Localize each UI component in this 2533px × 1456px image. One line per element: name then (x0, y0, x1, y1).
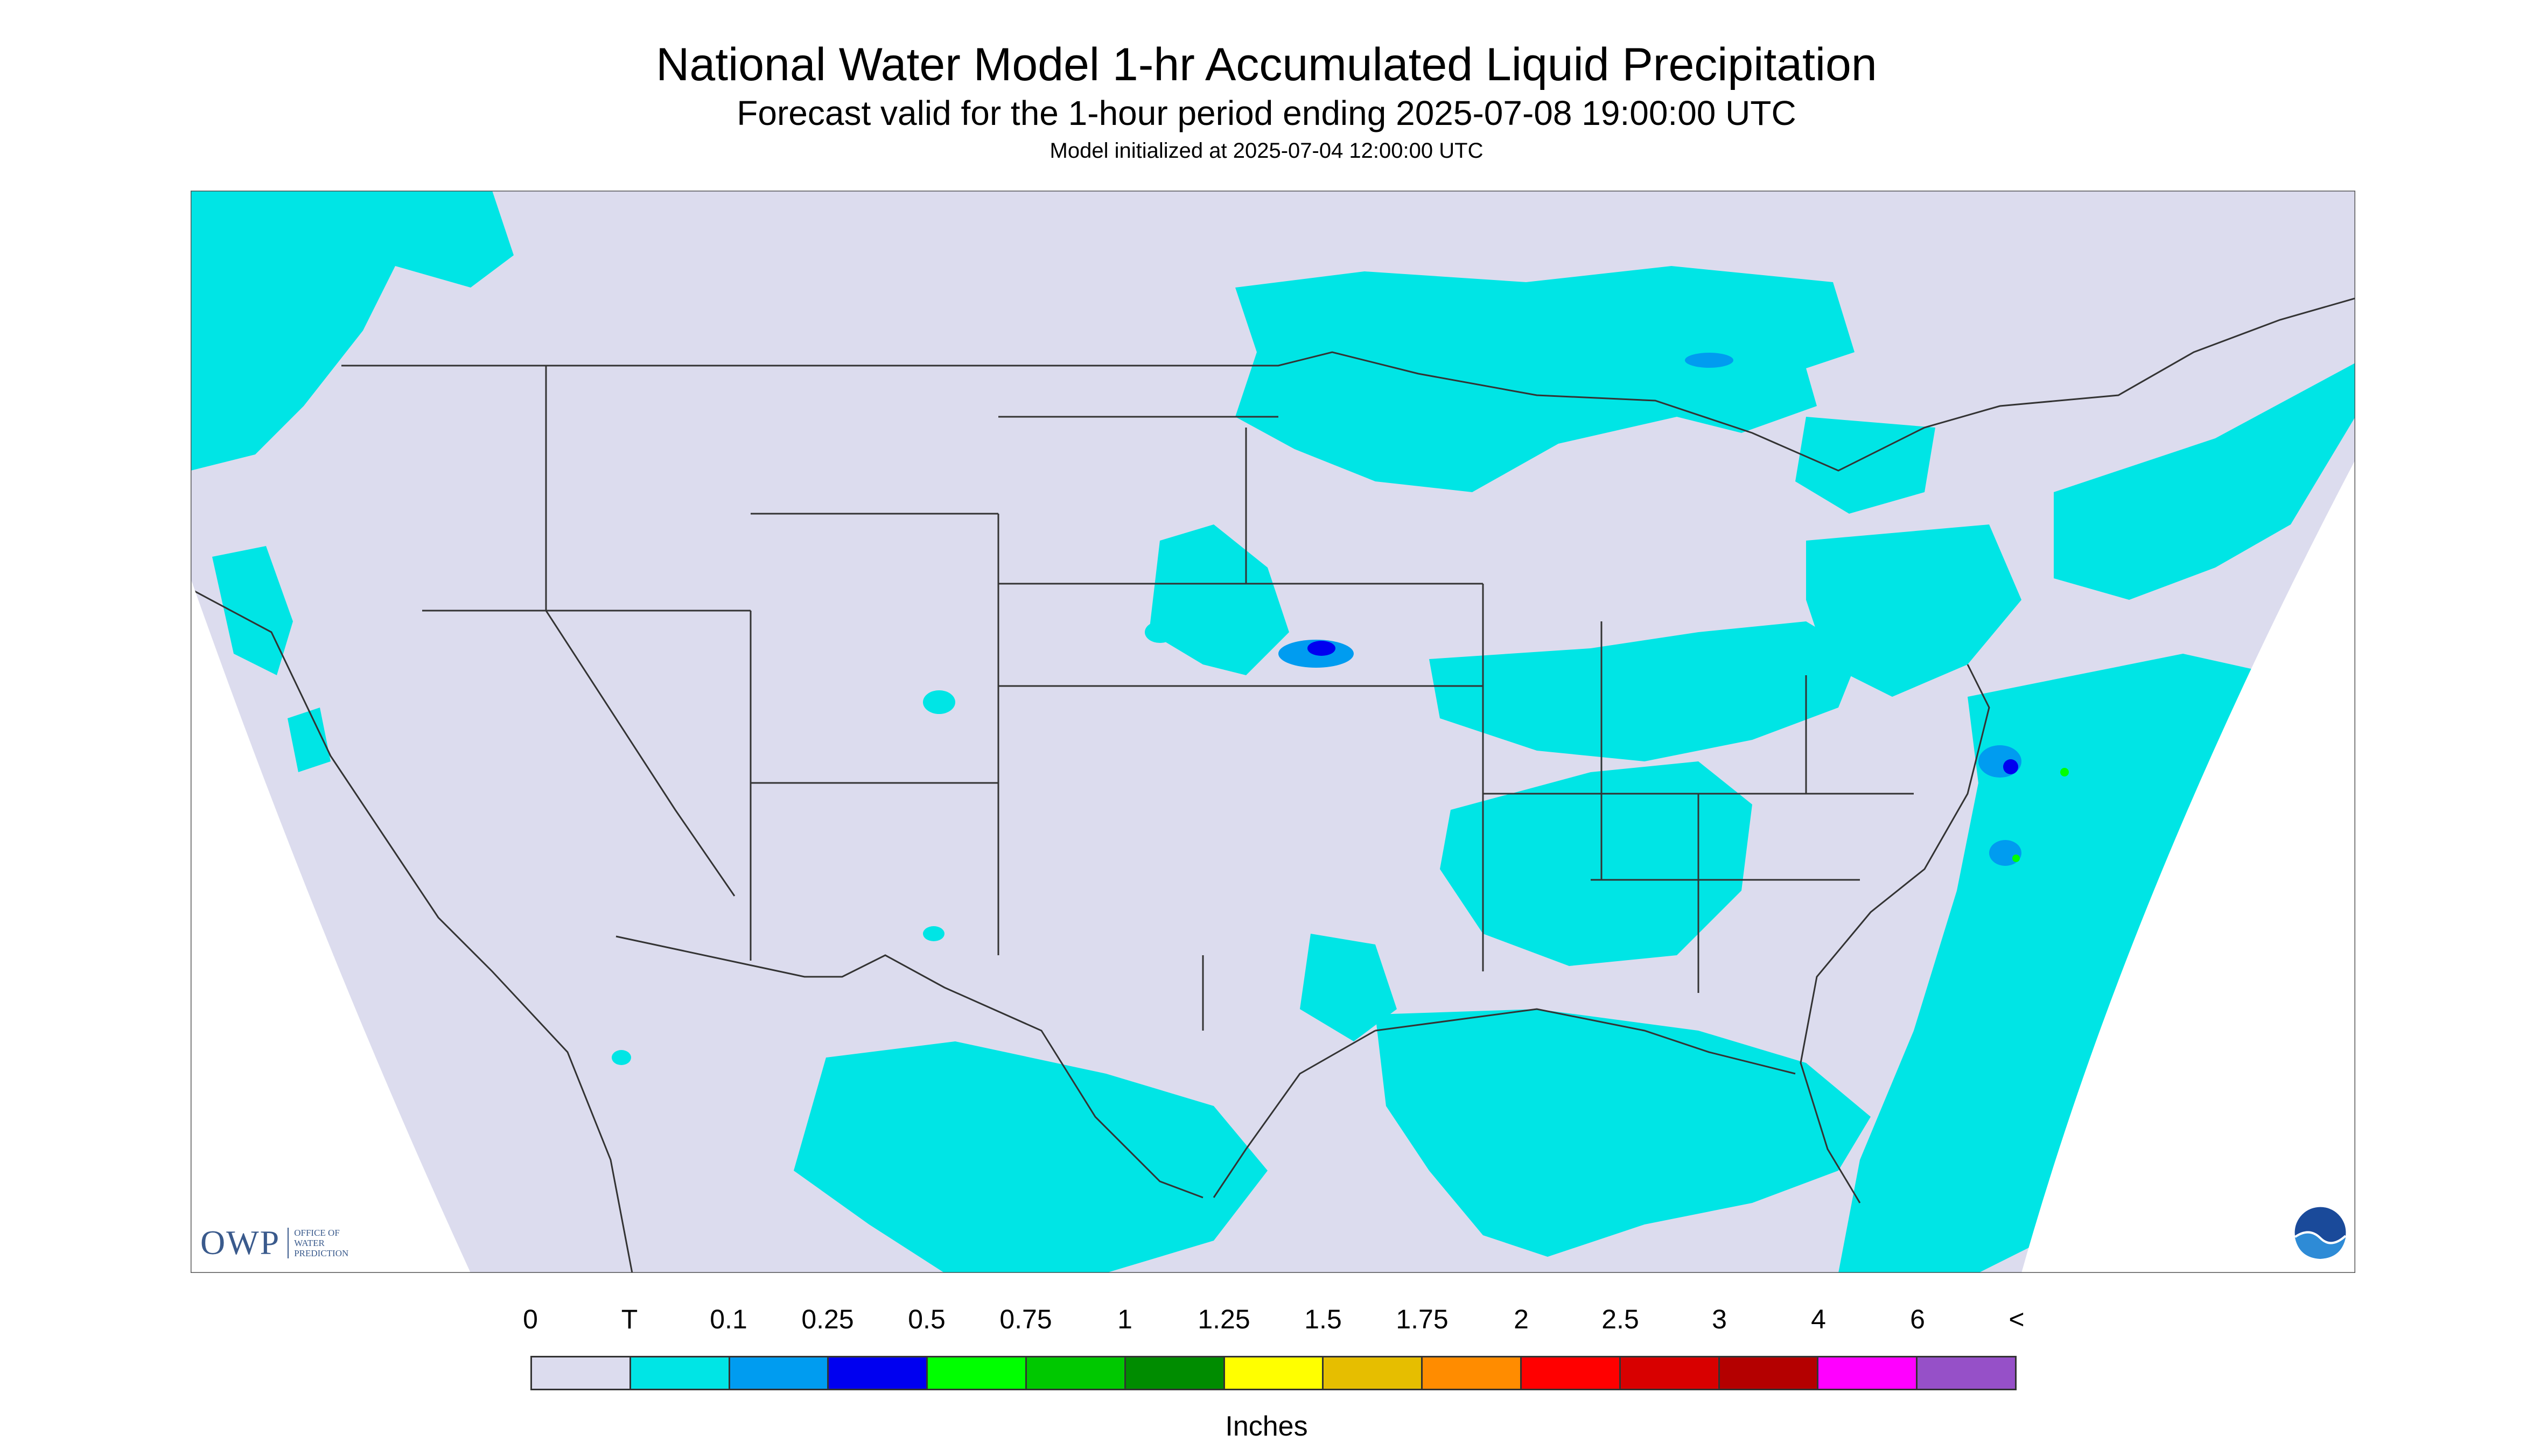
precip-mid-atlantic (1806, 524, 2021, 697)
boundary-lines (191, 297, 2355, 1273)
legend-labels: 0 T 0.1 0.25 0.5 0.75 1 1.25 1.5 1.75 2 2.5 3 4 6 < (0, 1303, 2533, 1341)
legend-label-2: 0.1 (710, 1304, 747, 1334)
legend-swatch-1 (629, 1356, 730, 1390)
mexico-border (615, 935, 1203, 1199)
canada-border (341, 297, 2355, 472)
owp-logo: OWP OFFICE OF WATER PREDICTION (200, 1221, 348, 1264)
owp-sub-line-2: WATER (294, 1237, 325, 1248)
domain-mask-right (2021, 460, 2355, 1273)
legend-units: Inches (1225, 1411, 1308, 1442)
precipitation-map (191, 191, 2355, 1273)
legend-swatch-4 (926, 1356, 1027, 1390)
precip-az-spot (612, 1050, 631, 1065)
legend-swatch-5 (1025, 1356, 1126, 1390)
precip-gulf (1375, 1009, 1871, 1257)
legend-label-14: 6 (1910, 1304, 1925, 1334)
state-lines-east (1300, 583, 1914, 993)
precip-wa-coast (212, 546, 293, 675)
legend-swatch-6 (1124, 1356, 1225, 1390)
legend-label-6: 1 (1117, 1304, 1132, 1334)
legend-label-0: 0 (523, 1304, 538, 1334)
precip-colorado-spot (923, 690, 955, 714)
owp-sub-line-1: OFFICE OF (294, 1227, 340, 1238)
map-title: National Water Model 1-hr Accumulated Li… (656, 39, 1877, 90)
legend-label-13: 4 (1811, 1304, 1826, 1334)
east-coast (1800, 664, 1990, 1203)
precip-nm-spot (923, 926, 944, 941)
legend-label-15: < (2009, 1304, 2025, 1334)
legend-swatch-3 (827, 1356, 928, 1390)
precip-heavy-core-1 (2060, 768, 2069, 776)
precip-trace-areas (191, 191, 2355, 1273)
gulf-coast (1375, 1008, 1796, 1075)
legend-label-7: 1.25 (1198, 1304, 1250, 1334)
legend-swatch-10 (1520, 1356, 1621, 1390)
legend-label-11: 2.5 (1601, 1304, 1639, 1334)
precip-northeast (2054, 363, 2355, 600)
legend-label-8: 1.5 (1304, 1304, 1342, 1334)
precip-heavy-core-2 (2012, 855, 2020, 862)
model-init-time: Model initialized at 2025-07-04 12:00:00… (1049, 139, 1484, 163)
precip-iowa-nebraska (1149, 524, 1289, 675)
legend-swatch-11 (1619, 1356, 1720, 1390)
west-coast (191, 588, 633, 1273)
legend-label-9: 1.75 (1396, 1304, 1449, 1334)
precip-texas-coast (1300, 934, 1397, 1041)
owp-mark: OWP (200, 1223, 281, 1262)
legend-swatch-12 (1718, 1356, 1819, 1390)
legend-swatch-7 (1223, 1356, 1324, 1390)
legend-swatch-8 (1322, 1356, 1423, 1390)
legend-label-12: 3 (1712, 1304, 1727, 1334)
legend-label-10: 2 (1514, 1304, 1529, 1334)
legend-swatch-13 (1817, 1356, 1918, 1390)
legend-swatch-2 (728, 1356, 829, 1390)
precip-ontario (1795, 417, 1935, 514)
precip-atlantic-offshore (1838, 654, 2280, 1273)
owp-sub-line-3: PREDICTION (294, 1248, 349, 1258)
legend-color-bar (530, 1356, 2017, 1390)
state-lines-west (422, 366, 1300, 1031)
precip-upper-midwest (1235, 266, 1855, 492)
domain-mask-left (191, 578, 471, 1273)
legend-label-1: T (621, 1304, 638, 1334)
precip-southeast (1440, 761, 1752, 966)
precip-mexico-east (794, 1041, 1268, 1273)
precip-kansas-spot (1145, 621, 1175, 643)
precip-iowa-moderate (1307, 641, 1335, 656)
legend-swatch-14 (1916, 1356, 2017, 1390)
precip-lake-superior-core (1685, 353, 1733, 368)
noaa-logo (2293, 1205, 2348, 1260)
precip-offshore-moderate (2003, 759, 2018, 774)
legend-label-5: 0.75 (999, 1304, 1052, 1334)
texas-coast (1213, 1030, 1376, 1198)
legend-swatch-0 (530, 1356, 631, 1390)
map-subtitle: Forecast valid for the 1-hour period end… (737, 94, 1796, 132)
precip-ohio-valley (1429, 621, 1860, 761)
precip-moderate-areas (1307, 641, 2018, 774)
precip-pacific-northwest (191, 191, 514, 471)
precip-heavy-cores (2012, 768, 2069, 862)
legend-label-3: 0.25 (801, 1304, 854, 1334)
legend-swatch-9 (1421, 1356, 1522, 1390)
owp-subtitle: OFFICE OF WATER PREDICTION (288, 1227, 349, 1258)
precip-or-ca-coast (288, 708, 331, 772)
legend-label-4: 0.5 (908, 1304, 946, 1334)
